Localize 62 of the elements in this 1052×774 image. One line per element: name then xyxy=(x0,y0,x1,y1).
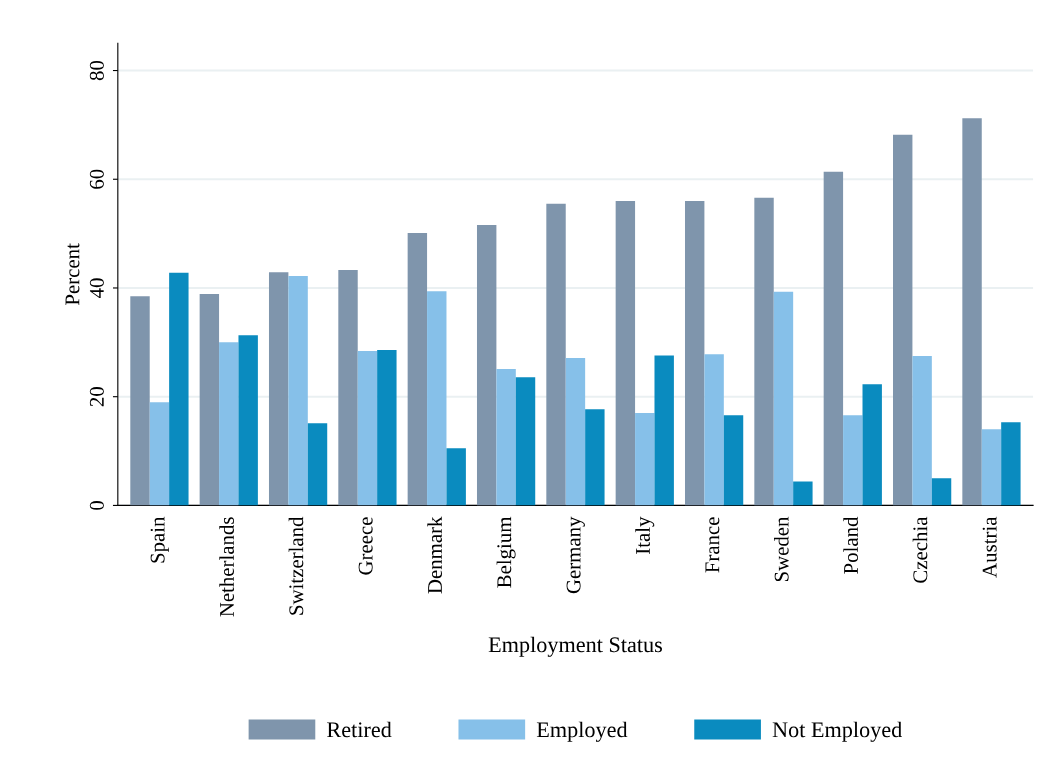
bar xyxy=(565,358,586,506)
y-tick-label: 20 xyxy=(89,387,104,407)
bar xyxy=(793,481,813,506)
bar xyxy=(338,270,358,506)
x-tick-label: Spain xyxy=(150,516,169,563)
y-tick-label: 80 xyxy=(89,60,104,81)
bar xyxy=(307,423,328,506)
y-tick-label: 0 xyxy=(89,501,104,510)
bar xyxy=(843,415,863,506)
bar xyxy=(754,197,774,506)
x-tick-label: France xyxy=(705,517,720,573)
x-tick-label: Denmark xyxy=(427,516,442,594)
x-tick-label: Poland xyxy=(843,516,858,574)
x-tick-label: Italy xyxy=(635,516,655,554)
bar xyxy=(427,291,447,506)
bar xyxy=(149,402,170,506)
bar xyxy=(238,335,258,506)
bar xyxy=(476,224,497,506)
legend-label: Not Employed xyxy=(772,721,902,742)
bar xyxy=(654,355,674,506)
bar xyxy=(268,272,289,506)
bar xyxy=(546,203,566,506)
legend-label: Retired xyxy=(327,721,392,738)
legend-label: Employed xyxy=(536,721,628,742)
x-axis-title: Employment Status xyxy=(488,636,662,657)
bar xyxy=(1001,422,1021,506)
bar xyxy=(823,171,844,506)
bar xyxy=(407,233,428,506)
bar xyxy=(893,134,913,506)
bar xyxy=(357,351,378,506)
x-tick-label: Czechia xyxy=(912,516,928,583)
bar xyxy=(981,429,1002,506)
bar xyxy=(773,291,794,506)
bar xyxy=(931,478,952,506)
x-tick-label: Germany xyxy=(566,516,585,594)
x-tick-label: Switzerland xyxy=(288,516,304,615)
x-tick-label: Austria xyxy=(982,516,997,578)
bar xyxy=(288,276,308,506)
bar xyxy=(962,118,982,506)
y-tick-label: 40 xyxy=(89,278,104,298)
bar xyxy=(723,415,744,506)
x-tick-label: Greece xyxy=(358,517,373,575)
bar xyxy=(377,349,397,506)
bar xyxy=(199,293,220,506)
bar xyxy=(515,377,536,506)
x-tick-label: Belgium xyxy=(496,516,516,588)
bar xyxy=(862,384,882,506)
bar xyxy=(219,342,239,506)
y-tick-label: 60 xyxy=(89,169,104,189)
bar xyxy=(496,368,516,506)
bar xyxy=(615,200,636,506)
y-axis-title: Percent xyxy=(65,243,80,306)
bar xyxy=(635,413,655,506)
bar xyxy=(912,355,932,506)
x-tick-label: Sweden xyxy=(774,516,789,582)
x-tick-label: Netherlands xyxy=(219,517,234,617)
bar xyxy=(130,296,150,506)
bar xyxy=(704,354,724,506)
bar xyxy=(446,448,466,506)
bar xyxy=(585,409,605,506)
bar xyxy=(685,200,705,506)
bar xyxy=(169,272,189,506)
